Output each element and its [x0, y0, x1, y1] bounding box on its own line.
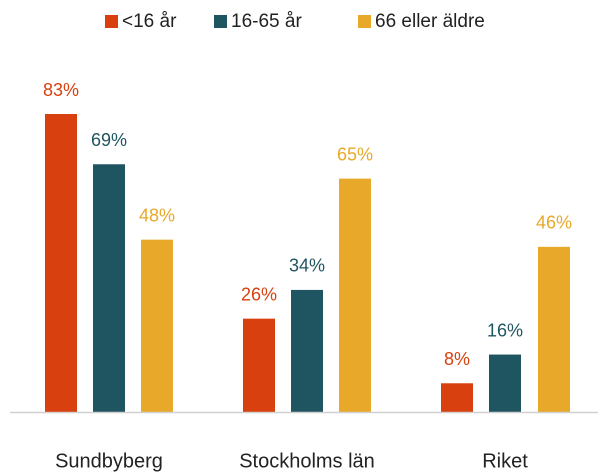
bar [291, 289, 323, 412]
value-label: 46% [536, 213, 572, 233]
value-label: 34% [289, 256, 325, 276]
value-label: 26% [241, 284, 277, 304]
legend-swatch [105, 15, 118, 28]
legend-label: 66 eller äldre [375, 11, 485, 32]
x-tick-label: Sundbyberg [55, 450, 163, 472]
bar [141, 239, 173, 412]
legend-swatch [214, 15, 227, 28]
bar [538, 246, 570, 412]
value-label: 65% [337, 144, 373, 164]
bar [93, 164, 125, 412]
legend-label: <16 år [122, 11, 177, 32]
legend-swatch [358, 15, 371, 28]
bar [489, 354, 521, 412]
value-label: 48% [139, 205, 175, 225]
bar [45, 114, 77, 412]
x-tick-label: Riket [482, 450, 528, 472]
value-label: 69% [91, 130, 127, 150]
x-tick-label: Stockholms län [239, 450, 375, 472]
bar [243, 318, 275, 412]
legend-label: 16-65 år [231, 11, 302, 32]
bar [339, 178, 371, 412]
bar [441, 383, 473, 412]
value-label: 83% [43, 80, 79, 100]
value-label: 16% [487, 320, 523, 340]
value-label: 8% [444, 349, 470, 369]
